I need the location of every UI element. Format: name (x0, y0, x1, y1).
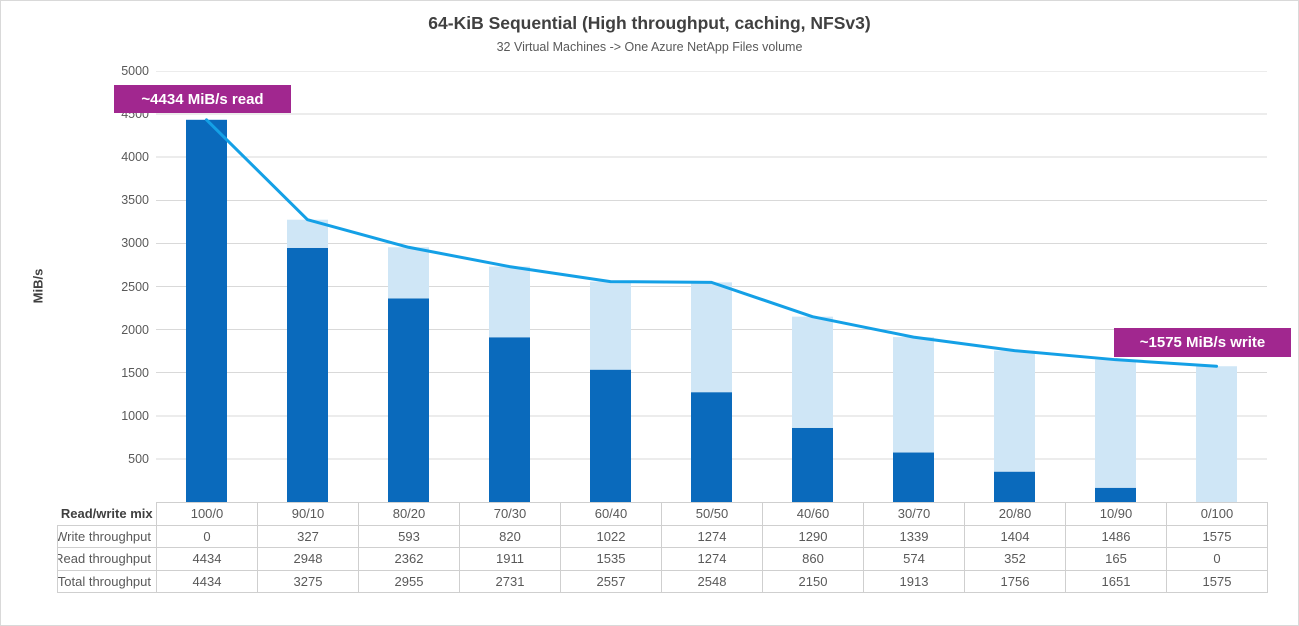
read-value-cell: 2948 (257, 547, 359, 571)
read-value-cell: 1535 (560, 547, 662, 571)
write-throughput-row: Write throughput 0 327 593 820 1022 1274 1290 1… (57, 524, 1268, 548)
category-cell: 90/10 (257, 502, 359, 526)
category-row: Read/write mix 100/0 90/10 80/20 70/30 60/40… (58, 502, 1268, 526)
total-value-cell: 4434 (156, 569, 258, 593)
write-value-cell: 1274 (661, 524, 763, 548)
category-cell: 0/100 (1166, 502, 1268, 526)
read-throughput-label: Read throughput (57, 551, 152, 567)
total-throughput-label: Total throughput (57, 573, 152, 589)
write-value-cell: 1022 (560, 524, 662, 548)
write-value-cell: 820 (459, 524, 561, 548)
category-cell: 100/0 (156, 502, 258, 526)
total-value-cell: 2150 (762, 569, 864, 593)
category-cell: 70/30 (459, 502, 561, 526)
write-value-cell: 593 (358, 524, 460, 548)
annotation-read-peak: ~4434 MiB/s read (114, 85, 291, 113)
total-throughput-row: Total throughput 4434 3275 2955 2731 2557 254… (57, 569, 1268, 593)
write-throughput-bar (994, 350, 1035, 472)
write-throughput-bar (1095, 359, 1136, 488)
category-cell: 80/20 (358, 502, 460, 526)
write-throughput-label: Write throughput (57, 528, 152, 544)
write-throughput-bar (893, 337, 934, 453)
write-throughput-bar (792, 316, 833, 428)
category-cell: 20/80 (964, 502, 1066, 526)
read-value-cell: 352 (964, 547, 1066, 571)
read-value-cell: 1911 (459, 547, 561, 571)
read-value-cell: 4434 (156, 547, 258, 571)
read-throughput-bar (388, 298, 429, 502)
write-throughput-bar (691, 282, 732, 393)
total-value-cell: 2548 (661, 569, 763, 593)
y-axis-tick: 3000 (121, 236, 149, 251)
read-throughput-bar (792, 427, 833, 502)
read-value-cell: 1274 (661, 547, 763, 571)
total-throughput-line (205, 118, 1218, 368)
write-value-cell: 1486 (1065, 524, 1167, 548)
y-axis-title: MiB/s (30, 268, 46, 304)
write-value-cell: 0 (156, 524, 258, 548)
read-throughput-bar (287, 247, 328, 502)
category-cell: 30/70 (863, 502, 965, 526)
write-value-cell: 1575 (1166, 524, 1268, 548)
chart-subtitle: 32 Virtual Machines -> One Azure NetApp … (496, 40, 803, 54)
read-throughput-bar (186, 119, 227, 502)
y-axis-tick: 1500 (121, 365, 149, 380)
category-cell: 10/90 (1065, 502, 1167, 526)
y-axis-tick: 4000 (121, 150, 149, 165)
read-throughput-bar (994, 471, 1035, 502)
read-throughput-bar (1095, 487, 1136, 502)
category-cell: 50/50 (661, 502, 763, 526)
write-throughput-bar (590, 281, 631, 370)
read-value-cell: 860 (762, 547, 864, 571)
write-throughput-bar (388, 247, 429, 299)
read-value-cell: 2362 (358, 547, 460, 571)
read-throughput-bar (893, 452, 934, 502)
write-throughput-legend: Write throughput (57, 524, 157, 548)
total-value-cell: 1575 (1166, 569, 1268, 593)
total-value-cell: 3275 (257, 569, 359, 593)
category-cell: 40/60 (762, 502, 864, 526)
plot-area (156, 71, 1267, 502)
read-throughput-legend: Read throughput (57, 547, 157, 571)
write-throughput-bar (489, 266, 530, 338)
chart-title: 64-KiB Sequential (High throughput, cach… (428, 13, 871, 33)
total-value-cell: 1756 (964, 569, 1066, 593)
total-value-cell: 2955 (358, 569, 460, 593)
annotation-write-peak: ~1575 MiB/s write (1114, 328, 1291, 357)
read-throughput-bar (590, 369, 631, 502)
category-cell: 60/40 (560, 502, 662, 526)
y-axis-tick: 5000 (121, 64, 149, 78)
read-value-cell: 165 (1065, 547, 1167, 571)
category-row-header: Read/write mix (60, 506, 153, 521)
total-value-cell: 2731 (459, 569, 561, 593)
y-axis-tick: 500 (128, 451, 149, 466)
y-axis-tick: 2500 (121, 279, 149, 294)
y-axis-tick: 2000 (121, 322, 149, 337)
y-axis-tick: 1000 (121, 408, 149, 423)
read-value-cell: 574 (863, 547, 965, 571)
read-throughput-bar (489, 337, 530, 502)
write-value-cell: 327 (257, 524, 359, 548)
total-throughput-legend: Total throughput (57, 569, 157, 593)
total-value-cell: 1913 (863, 569, 965, 593)
read-throughput-row: Read throughput 4434 2948 2362 1911 1535 1274… (57, 547, 1268, 571)
write-value-cell: 1339 (863, 524, 965, 548)
total-value-cell: 1651 (1065, 569, 1167, 593)
read-value-cell: 0 (1166, 547, 1268, 571)
read-throughput-bar (691, 392, 732, 502)
write-throughput-bar (1196, 366, 1237, 502)
write-value-cell: 1404 (964, 524, 1066, 548)
y-axis-tick: 3500 (121, 193, 149, 208)
write-value-cell: 1290 (762, 524, 864, 548)
data-table: Read/write mix 100/0 90/10 80/20 70/30 60/40… (57, 502, 1268, 593)
total-value-cell: 2557 (560, 569, 662, 593)
